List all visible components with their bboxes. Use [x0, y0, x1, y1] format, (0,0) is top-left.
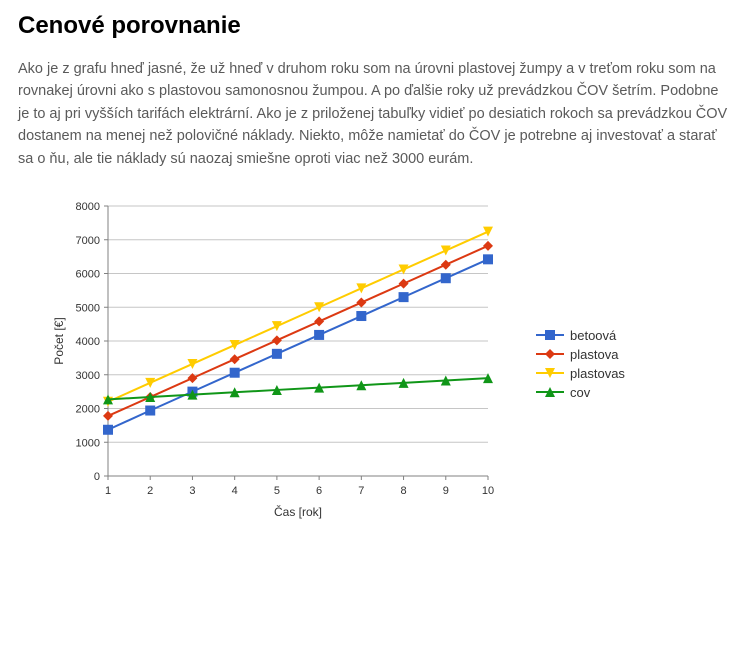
- legend-item: plastova: [536, 347, 625, 362]
- svg-text:3: 3: [189, 485, 195, 497]
- legend-label: plastovas: [570, 366, 625, 381]
- svg-text:4: 4: [232, 485, 238, 497]
- svg-text:10: 10: [482, 485, 494, 497]
- svg-text:5000: 5000: [76, 303, 100, 315]
- legend-swatch: [536, 347, 564, 361]
- page-title: Cenové porovnanie: [18, 12, 730, 40]
- svg-text:8000: 8000: [76, 201, 100, 213]
- legend-label: plastova: [570, 347, 618, 362]
- svg-text:9: 9: [443, 485, 449, 497]
- chart: 0 1000 2000 3000 4000 5000 6000 7000 8000 1 2 3 4 5 6 7…: [48, 196, 508, 531]
- svg-text:3000: 3000: [76, 370, 100, 382]
- chart-legend: betoová plastova plastovas cov: [536, 324, 625, 404]
- svg-text:8: 8: [400, 485, 406, 497]
- chart-container: 0 1000 2000 3000 4000 5000 6000 7000 8000 1 2 3 4 5 6 7…: [18, 196, 730, 531]
- svg-text:6: 6: [316, 485, 322, 497]
- legend-label: betoová: [570, 328, 616, 343]
- legend-swatch: [536, 328, 564, 342]
- svg-text:0: 0: [94, 471, 100, 483]
- svg-text:6000: 6000: [76, 269, 100, 281]
- legend-swatch: [536, 366, 564, 380]
- chart-svg: 0 1000 2000 3000 4000 5000 6000 7000 8000 1 2 3 4 5 6 7…: [48, 196, 508, 526]
- legend-item: betoová: [536, 328, 625, 343]
- svg-text:Počet [€]: Počet [€]: [52, 318, 66, 365]
- svg-text:2000: 2000: [76, 404, 100, 416]
- svg-text:7000: 7000: [76, 235, 100, 247]
- legend-swatch: [536, 385, 564, 399]
- svg-text:7: 7: [358, 485, 364, 497]
- svg-text:1000: 1000: [76, 438, 100, 450]
- svg-text:2: 2: [147, 485, 153, 497]
- legend-item: cov: [536, 385, 625, 400]
- svg-text:Čas [rok]: Čas [rok]: [274, 504, 322, 519]
- legend-label: cov: [570, 385, 590, 400]
- svg-text:1: 1: [105, 485, 111, 497]
- svg-text:5: 5: [274, 485, 280, 497]
- body-paragraph: Ako je z grafu hneď jasné, že už hneď v …: [18, 58, 730, 170]
- svg-text:4000: 4000: [76, 336, 100, 348]
- legend-item: plastovas: [536, 366, 625, 381]
